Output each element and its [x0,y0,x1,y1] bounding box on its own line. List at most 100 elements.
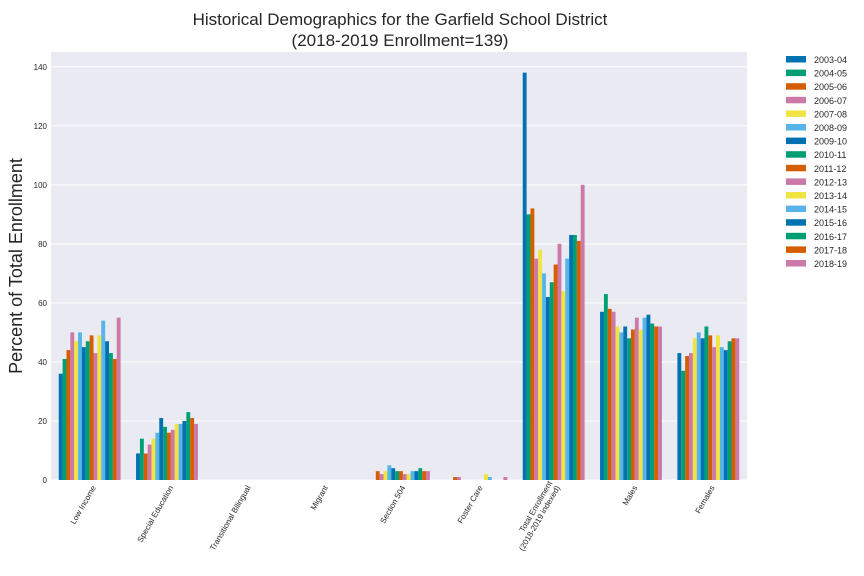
legend-swatch [786,151,806,158]
bar-2014-15-0 [101,320,106,480]
bar-2017-18-1 [190,418,195,480]
bar-2016-17-6 [573,235,577,480]
bar-2007-08-6 [538,249,543,480]
bar-2009-10-8 [700,338,705,480]
legend-label: 2014-15 [814,205,847,215]
bar-2010-11-4 [395,471,399,480]
bar-group [58,72,740,480]
bar-2006-07-0 [70,332,75,480]
bar-2016-17-1 [186,412,191,480]
bar-2006-07-7 [611,311,616,480]
legend-label: 2005-06 [814,82,847,92]
bar-2015-16-6 [569,235,573,480]
bar-2005-06-0 [66,350,71,480]
legend-swatch [786,83,806,90]
x-tick-label: Section 504 [378,484,407,526]
bar-2018-19-8 [735,338,740,480]
y-tick-label: 80 [38,240,47,249]
bar-2004-05-8 [681,370,686,480]
bar-2004-05-6 [526,214,531,480]
bar-2007-08-7 [615,326,620,480]
bar-2013-14-0 [97,335,102,480]
bar-2017-18-0 [112,358,117,480]
bar-2011-12-7 [631,329,635,480]
x-tick-label: Transitional Bilingual [208,484,253,552]
bar-2015-16-7 [646,314,651,480]
bar-2016-17-8 [727,341,732,480]
bar-2018-19-0 [116,317,121,480]
legend: 2003-04 2004-05 2005-06 2006-07 2007-08 2008-… [786,55,847,269]
bar-2008-09-6 [542,273,546,480]
bar-2018-19-5 [503,477,508,480]
bar-2013-14-1 [174,423,179,480]
bar-2018-19-7 [658,326,662,480]
bar-2005-06-5 [453,477,457,480]
bar-2013-14-7 [638,329,643,480]
bar-2012-13-6 [557,243,562,480]
legend-label: 2010-11 [814,150,846,160]
bar-2008-09-4 [387,465,392,480]
bar-2005-06-8 [685,356,689,480]
bar-2012-13-1 [170,429,175,480]
bar-2003-04-0 [58,373,63,480]
bar-2011-12-1 [167,432,171,480]
bar-2013-14-4 [406,474,411,480]
chart-title: Historical Demographics for the Garfield… [193,10,608,29]
bar-2014-15-4 [410,471,415,480]
bar-2013-14-5 [484,474,488,480]
legend-label: 2004-05 [814,69,847,79]
bar-2014-15-8 [719,347,724,480]
bar-2007-08-8 [692,338,697,480]
bar-2015-16-4 [414,471,419,480]
x-axis-ticks: Low Income Special Education Transitional … [69,479,717,553]
bar-2012-13-7 [634,317,639,480]
bar-2008-09-7 [619,332,624,480]
bar-2008-09-0 [78,332,82,480]
bar-2010-11-8 [704,326,709,480]
x-tick-label: Migrant [309,483,331,511]
bar-2017-18-8 [731,338,736,480]
bar-2009-10-7 [623,326,628,480]
bar-2017-18-6 [576,240,581,480]
legend-label: 2011-12 [814,164,846,174]
bar-2013-14-8 [716,335,720,480]
legend-label: 2017-18 [814,245,847,255]
bar-2010-11-0 [85,341,90,480]
x-tick-label: Males [621,484,639,507]
legend-swatch [786,192,806,199]
legend-label: 2008-09 [814,123,847,133]
bar-2011-12-8 [708,335,713,480]
legend-label: 2007-08 [814,109,847,119]
x-tick-label: Females [694,484,717,515]
legend-swatch [786,137,806,145]
bar-2010-11-6 [549,282,554,480]
bar-2011-12-4 [399,471,403,480]
legend-label: 2006-07 [814,96,847,106]
bar-2003-04-8 [677,353,682,480]
bar-2010-11-7 [627,338,631,480]
bar-2003-04-1 [136,453,140,480]
y-tick-label: 120 [34,122,48,131]
bar-2006-07-5 [457,477,461,480]
bar-2005-06-1 [143,453,148,480]
legend-swatch [786,232,806,240]
bar-2016-17-0 [109,353,113,480]
bar-2012-13-8 [712,347,717,480]
y-tick-label: 40 [38,358,47,367]
legend-swatch [786,219,806,226]
legend-label: 2012-13 [814,177,847,187]
bar-2008-09-8 [696,332,701,480]
bar-2011-12-0 [89,335,94,480]
legend-label: 2009-10 [814,137,847,147]
bar-2015-16-8 [723,350,728,480]
chart-subtitle: (2018-2019 Enrollment=139) [292,31,509,50]
x-tick-label: Special Education [136,484,176,544]
y-tick-label: 100 [34,181,48,190]
bar-2009-10-1 [159,418,164,480]
legend-swatch [786,246,806,253]
legend-swatch [786,178,806,185]
x-tick-label: Low Income [69,484,99,526]
legend-label: 2003-04 [814,55,847,65]
bar-2018-19-1 [194,423,198,480]
